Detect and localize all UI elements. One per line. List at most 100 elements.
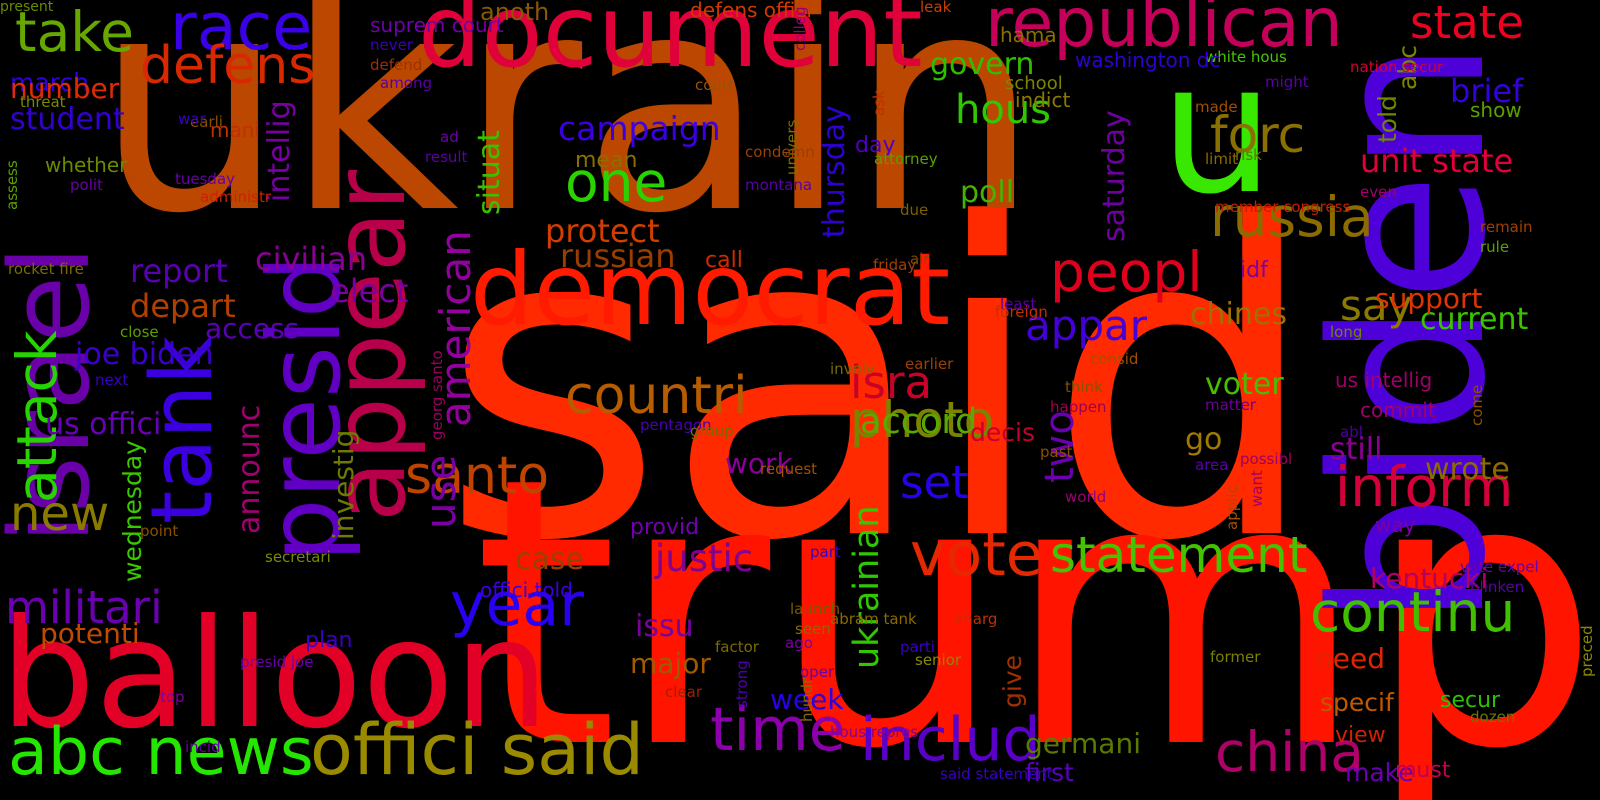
word-polit: polit	[70, 176, 103, 194]
word-preced: preced	[1578, 625, 1596, 677]
word-say: say	[1340, 281, 1413, 330]
word-countri: countri	[565, 366, 748, 426]
word-defend: defend	[370, 56, 423, 74]
word-provid: provid	[630, 515, 700, 540]
word-top: top	[160, 688, 185, 706]
word-ad: ad	[440, 128, 459, 146]
word-friday: friday	[873, 256, 917, 274]
word-go: go	[1185, 422, 1223, 457]
word-time: time	[710, 695, 846, 765]
word-poll: poll	[960, 175, 1015, 210]
word-number: number	[10, 72, 120, 105]
word-even: even	[1360, 183, 1397, 201]
word-result: result	[425, 148, 468, 166]
word-present: present	[0, 0, 54, 15]
word-hundr: hundr	[798, 677, 816, 722]
word-defens: defens	[140, 36, 316, 96]
word-hous-repres: hous repres	[830, 723, 919, 741]
word-war: war	[178, 110, 206, 128]
word-limit: limit	[1205, 150, 1238, 168]
word-suprem-court: suprem court	[370, 13, 504, 37]
word-support: support	[1375, 282, 1483, 315]
word-wednesday: wednesday	[118, 440, 147, 582]
word-world: world	[1065, 488, 1107, 506]
word-voter: voter	[1205, 367, 1284, 402]
word-republican: republican	[985, 0, 1343, 63]
word-member-congress: member congress	[1215, 198, 1351, 216]
word-whether: whether	[45, 153, 128, 177]
word-involv: involv	[830, 360, 875, 378]
word-work: work	[725, 447, 793, 480]
word-school: school	[1005, 73, 1063, 94]
word-among: among	[380, 74, 433, 92]
word-blinken: blinken	[1470, 578, 1525, 596]
word-white-hous: white hous	[1205, 48, 1287, 66]
word-chines: chines	[1190, 297, 1287, 332]
word-mean: mean	[575, 148, 638, 173]
word-think: think	[1065, 378, 1103, 396]
word-joe-biden: joe biden	[75, 337, 214, 372]
word-earli: earli	[190, 113, 223, 131]
word-document: document	[418, 0, 923, 90]
word-protect: protect	[545, 212, 660, 250]
word-abl: abl	[1340, 423, 1363, 441]
word-new: new	[10, 486, 110, 542]
word-appar: appar	[1025, 301, 1148, 350]
word-part: part	[810, 543, 841, 561]
word-matter: matter	[1205, 396, 1256, 414]
word-pentagon: pentagon	[640, 416, 712, 434]
word-said: said	[440, 135, 1320, 635]
word-applic: applic	[1223, 485, 1241, 530]
word-ukrainian: ukrainian	[847, 505, 887, 669]
word-past: past	[1040, 443, 1073, 461]
word-forc: forc	[1210, 106, 1306, 164]
word-abc-news: abc news	[8, 715, 314, 790]
word-georg-santo: georg santo	[428, 350, 446, 440]
word-use: use	[416, 454, 465, 529]
word-situat: situat	[472, 130, 507, 215]
word-inform: inform	[1335, 455, 1514, 519]
word-give: give	[998, 655, 1027, 708]
word-close: close	[120, 323, 159, 341]
word-offici-told: offici told	[480, 578, 573, 602]
word-issu: issu	[635, 609, 694, 644]
word-isra: isra	[850, 356, 933, 409]
word-investig: investig	[327, 429, 360, 540]
word-idf: idf	[1240, 258, 1268, 283]
word-view: view	[1335, 723, 1386, 748]
word-russia: russia	[1210, 185, 1374, 249]
word-major: major	[630, 647, 711, 680]
word-current: current	[1420, 302, 1529, 337]
word-washington-dc: washington dc	[1075, 48, 1221, 72]
word-santo: santo	[405, 446, 550, 506]
word-vote-expel: vote expel	[1460, 558, 1539, 576]
word-strong: strong	[733, 660, 751, 708]
word-foreign: foreign	[995, 303, 1048, 321]
word-saturday: saturday	[1097, 110, 1132, 242]
word-depart: depart	[130, 287, 236, 325]
word-dozen: dozen	[1470, 708, 1516, 726]
word-intellig: intellig	[262, 100, 297, 202]
word-still: still	[1330, 432, 1383, 467]
word-hama: hama	[1000, 23, 1057, 47]
word-rocket-fire: rocket fire	[8, 260, 84, 278]
word-decis: decis	[970, 418, 1035, 447]
word-risk: risk	[1235, 146, 1262, 164]
word-court: court	[695, 76, 734, 94]
word-anoth: anoth	[480, 0, 550, 26]
word-peopl: peopl	[1050, 240, 1203, 304]
word-possibl: possibl	[1240, 450, 1293, 468]
word-assess: assess	[3, 160, 21, 210]
word-report: report	[130, 252, 228, 290]
word-defens-offici: defens offici	[690, 0, 812, 22]
word-ask: ask	[870, 90, 888, 116]
word-happen: happen	[1050, 398, 1107, 416]
word-accord: accord	[860, 402, 978, 442]
word-militari: militari	[5, 581, 163, 634]
word-elect: elect	[330, 272, 409, 310]
word-earlier: earlier	[905, 355, 954, 373]
word-least: least	[1000, 295, 1037, 313]
word-democrat: democrat	[470, 231, 951, 348]
word-said-statement: said statement	[940, 765, 1053, 783]
